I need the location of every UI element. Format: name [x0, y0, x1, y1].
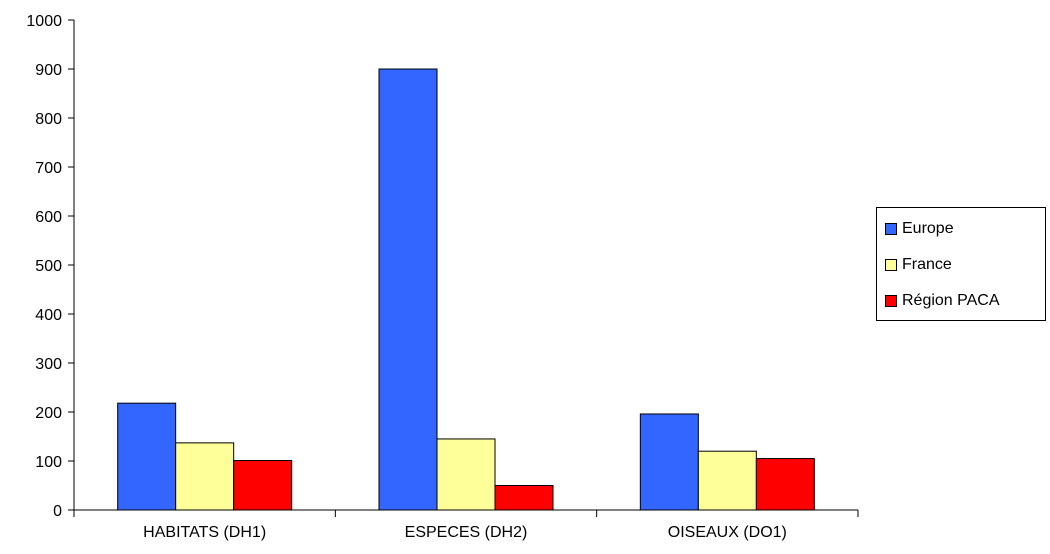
y-tick-label: 700: [35, 160, 62, 177]
legend-item-europe: Europe: [885, 219, 954, 239]
legend-label-france: France: [902, 256, 952, 273]
y-tick-label: 900: [35, 62, 62, 79]
y-tick-label: 800: [35, 111, 62, 128]
y-tick-label: 600: [35, 209, 62, 226]
bar-france-0: [175, 442, 235, 511]
y-tick-label: 200: [35, 405, 62, 422]
bar-france-2: [697, 450, 757, 511]
legend-label-europe: Europe: [902, 220, 954, 237]
bar-r-gion-paca-2: [755, 458, 815, 511]
y-tick-label: 100: [35, 454, 62, 471]
bar-europe-0: [117, 402, 177, 511]
legend: Europe France Région PACA: [876, 207, 1046, 321]
legend-label-region-paca: Région PACA: [902, 292, 1000, 309]
x-category-label: ESPECES (DH2): [405, 524, 528, 541]
legend-swatch-france: [885, 259, 897, 271]
x-category-label: OISEAUX (DO1): [668, 524, 787, 541]
bar-france-1: [436, 438, 496, 511]
bar-r-gion-paca-0: [233, 460, 293, 511]
y-tick-label: 300: [35, 356, 62, 373]
legend-item-region-paca: Région PACA: [885, 291, 1000, 311]
legend-swatch-europe: [885, 223, 897, 235]
bar-europe-2: [639, 413, 699, 511]
legend-item-france: France: [885, 255, 952, 275]
bar-r-gion-paca-1: [494, 485, 554, 511]
x-category-label: HABITATS (DH1): [143, 524, 266, 541]
legend-swatch-region-paca: [885, 295, 897, 307]
y-tick-label: 1000: [26, 13, 62, 30]
y-tick-label: 0: [53, 503, 62, 520]
y-tick-label: 400: [35, 307, 62, 324]
bar-europe-1: [378, 68, 438, 511]
y-tick-label: 500: [35, 258, 62, 275]
